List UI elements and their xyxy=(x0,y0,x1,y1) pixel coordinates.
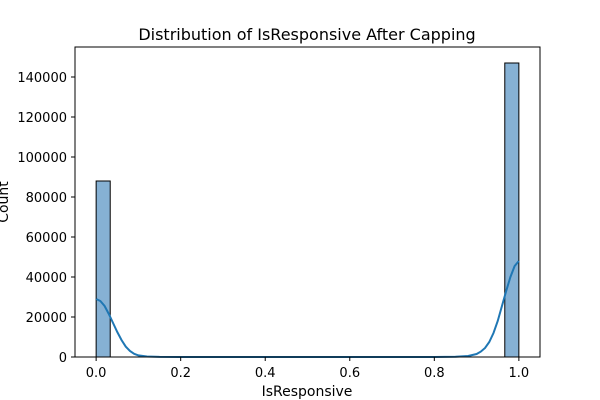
x-axis-label: IsResponsive xyxy=(262,384,353,400)
y-axis-label: Count xyxy=(0,181,12,223)
x-tick-label: 0.4 xyxy=(255,366,276,381)
y-tick-label: 60000 xyxy=(26,231,67,246)
y-tick-label: 100000 xyxy=(17,151,67,166)
x-tick-label: 0.0 xyxy=(86,366,107,381)
x-tick-label: 0.2 xyxy=(170,366,191,381)
y-tick-label: 0 xyxy=(59,351,67,366)
y-tick-label: 140000 xyxy=(17,71,67,86)
x-tick-label: 0.6 xyxy=(339,366,360,381)
y-tick-label: 120000 xyxy=(17,111,67,126)
histogram-bar-1 xyxy=(504,62,520,358)
x-tick-label: 1.0 xyxy=(509,366,530,381)
plot-frame xyxy=(74,46,541,358)
x-tick-label: 0.8 xyxy=(424,366,445,381)
x-axis-ticks: 0.0 0.2 0.4 0.6 0.8 1.0 xyxy=(86,357,529,381)
y-tick-label: 80000 xyxy=(26,191,67,206)
y-axis-ticks: 0 20000 40000 60000 80000 100000 120000 140000 xyxy=(17,71,75,366)
y-tick-label: 40000 xyxy=(26,271,67,286)
y-tick-label: 20000 xyxy=(26,311,67,326)
chart-title: Distribution of IsResponsive After Cappi… xyxy=(138,25,475,44)
histogram-bar-0 xyxy=(95,180,111,358)
